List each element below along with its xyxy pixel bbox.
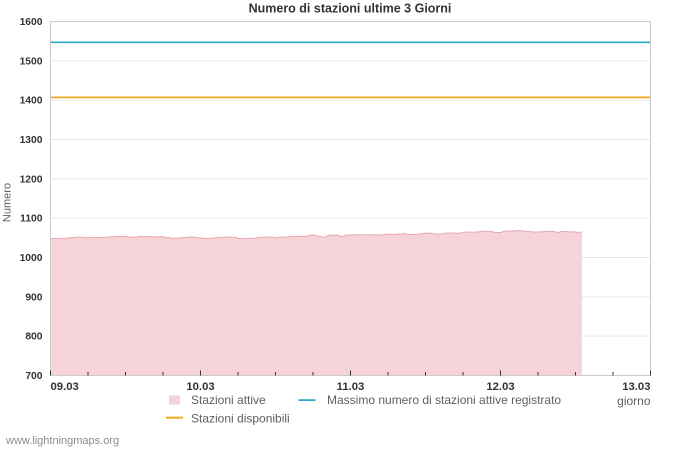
svg-text:www.lightningmaps.org: www.lightningmaps.org xyxy=(5,435,119,447)
svg-text:1400: 1400 xyxy=(20,96,43,107)
svg-text:11.03: 11.03 xyxy=(337,381,365,393)
svg-text:09.03: 09.03 xyxy=(51,381,79,393)
svg-text:Stazioni attive: Stazioni attive xyxy=(191,393,266,407)
svg-text:1100: 1100 xyxy=(20,214,43,225)
svg-text:1500: 1500 xyxy=(20,56,43,67)
svg-text:giorno: giorno xyxy=(617,394,651,408)
svg-text:Massimo numero di stazioni att: Massimo numero di stazioni attive regist… xyxy=(327,393,561,407)
svg-text:10.03: 10.03 xyxy=(186,381,214,393)
svg-text:Numero di stazioni ultime 3 Gi: Numero di stazioni ultime 3 Giorni xyxy=(249,2,452,16)
svg-text:800: 800 xyxy=(25,332,42,343)
svg-text:1600: 1600 xyxy=(20,17,43,28)
svg-text:1000: 1000 xyxy=(20,253,43,264)
svg-text:13.03: 13.03 xyxy=(622,381,650,393)
svg-text:Stazioni disponibili: Stazioni disponibili xyxy=(191,412,290,426)
svg-text:12.03: 12.03 xyxy=(486,381,514,393)
svg-text:Numero: Numero xyxy=(2,183,14,222)
svg-text:1200: 1200 xyxy=(20,174,43,185)
svg-text:700: 700 xyxy=(25,371,42,382)
svg-text:1300: 1300 xyxy=(20,135,43,146)
svg-text:900: 900 xyxy=(25,292,42,303)
